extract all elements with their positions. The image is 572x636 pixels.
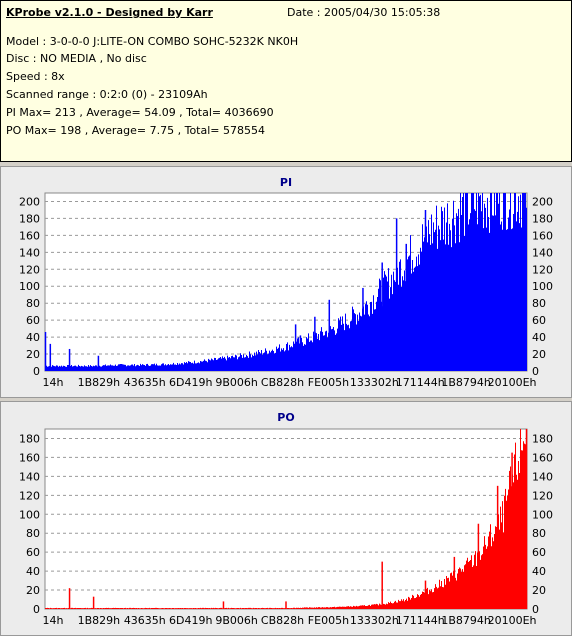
x-tick-label: 9B006h: [215, 614, 258, 627]
pi-chart: 0 0 20 20 40 40 60 60 80 80 100 100 120 120 140 140 160 1…: [19, 192, 553, 389]
x-tick-label: 1B8794h: [441, 614, 491, 627]
info-panel: KProbe v2.1.0 - Designed by Karr Date : …: [0, 0, 572, 162]
po-chart: 0 0 20 20 40 40 60 60 80 80 100 100 120 120 140 140 160 1…: [19, 428, 553, 627]
y-tick-label-left: 120: [19, 489, 40, 502]
y-tick-label-left: 40: [26, 565, 40, 578]
y-tick-label-left: 140: [19, 470, 40, 483]
x-tick-label: 1B8794h: [441, 376, 491, 389]
x-tick-label: CB828h: [261, 376, 304, 389]
y-tick-label-left: 160: [19, 229, 40, 242]
y-tick-label-right: 180: [532, 212, 553, 225]
x-tick-label: 43635h: [124, 376, 166, 389]
x-tick-label: 6D419h: [169, 614, 212, 627]
x-tick-label: 43635h: [124, 614, 166, 627]
y-tick-label-left: 160: [19, 451, 40, 464]
y-tick-label-right: 60: [532, 546, 546, 559]
pi-stats-line: PI Max= 213 , Average= 54.09 , Total= 40…: [6, 106, 274, 119]
x-tick-label: 133302h: [350, 376, 399, 389]
y-tick-label-right: 120: [532, 489, 553, 502]
series-area: [45, 429, 527, 609]
y-tick-label-right: 0: [532, 603, 539, 616]
y-tick-label-right: 40: [532, 331, 546, 344]
x-tick-label: 14h: [43, 614, 64, 627]
pi-chart-title: PI: [279, 176, 293, 189]
y-tick-label-right: 160: [532, 229, 553, 242]
y-tick-label-right: 80: [532, 527, 546, 540]
x-tick-label: 1B829h: [78, 376, 121, 389]
y-tick-label-right: 0: [532, 365, 539, 378]
y-tick-label-left: 0: [33, 365, 40, 378]
disc-line: Disc : NO MEDIA , No disc: [6, 52, 147, 65]
y-tick-label-left: 140: [19, 246, 40, 259]
y-tick-label-right: 140: [532, 470, 553, 483]
po-stats-line: PO Max= 198 , Average= 7.75 , Total= 578…: [6, 124, 265, 137]
model-line: Model : 3-0-0-0 J:LITE-ON COMBO SOHC-523…: [6, 35, 299, 48]
y-tick-label-right: 140: [532, 246, 553, 259]
y-tick-label-left: 180: [19, 212, 40, 225]
x-tick-label: FE005h: [308, 376, 349, 389]
po-chart-panel: PO 0 0 20 20 40 40 60 60 80 80 100 100 120 120 140 140 1…: [0, 401, 572, 636]
pi-chart-panel: PI 0 0 20 20 40 40 60 60 80 80 100 100 120 120 140 140 1…: [0, 166, 572, 398]
y-tick-label-left: 80: [26, 297, 40, 310]
y-tick-label-left: 100: [19, 280, 40, 293]
po-chart-title: PO: [277, 411, 295, 424]
y-tick-label-right: 20: [532, 348, 546, 361]
speed-line: Speed : 8x: [6, 70, 65, 83]
y-tick-label-right: 20: [532, 584, 546, 597]
y-tick-label-right: 80: [532, 297, 546, 310]
x-tick-label: 171144h: [396, 376, 445, 389]
x-tick-label: 14h: [43, 376, 64, 389]
x-tick-label: FE005h: [308, 614, 349, 627]
y-tick-label-right: 180: [532, 432, 553, 445]
scan-date: Date : 2005/04/30 15:05:38: [287, 6, 441, 19]
x-tick-label: CB828h: [261, 614, 304, 627]
app-title: KProbe v2.1.0 - Designed by Karr: [6, 6, 213, 19]
x-tick-label: 20100Eh: [488, 614, 537, 627]
x-tick-label: 20100Eh: [488, 376, 537, 389]
y-tick-label-right: 60: [532, 314, 546, 327]
x-tick-label: 171144h: [396, 614, 445, 627]
y-tick-label-right: 120: [532, 263, 553, 276]
y-tick-label-left: 0: [33, 603, 40, 616]
range-line: Scanned range : 0:2:0 (0) - 23109Ah: [6, 88, 208, 101]
y-tick-label-left: 40: [26, 331, 40, 344]
y-tick-label-right: 200: [532, 195, 553, 208]
x-tick-label: 1B829h: [78, 614, 121, 627]
y-tick-label-left: 60: [26, 314, 40, 327]
y-tick-label-left: 120: [19, 263, 40, 276]
y-tick-label-left: 60: [26, 546, 40, 559]
x-tick-label: 133302h: [350, 614, 399, 627]
y-tick-label-right: 40: [532, 565, 546, 578]
y-tick-label-right: 100: [532, 280, 553, 293]
y-tick-label-left: 200: [19, 195, 40, 208]
y-tick-label-right: 100: [532, 508, 553, 521]
y-tick-label-left: 20: [26, 348, 40, 361]
y-tick-label-left: 180: [19, 432, 40, 445]
x-tick-label: 9B006h: [215, 376, 258, 389]
y-tick-label-left: 20: [26, 584, 40, 597]
y-tick-label-right: 160: [532, 451, 553, 464]
y-tick-label-left: 80: [26, 527, 40, 540]
x-tick-label: 6D419h: [169, 376, 212, 389]
y-tick-label-left: 100: [19, 508, 40, 521]
